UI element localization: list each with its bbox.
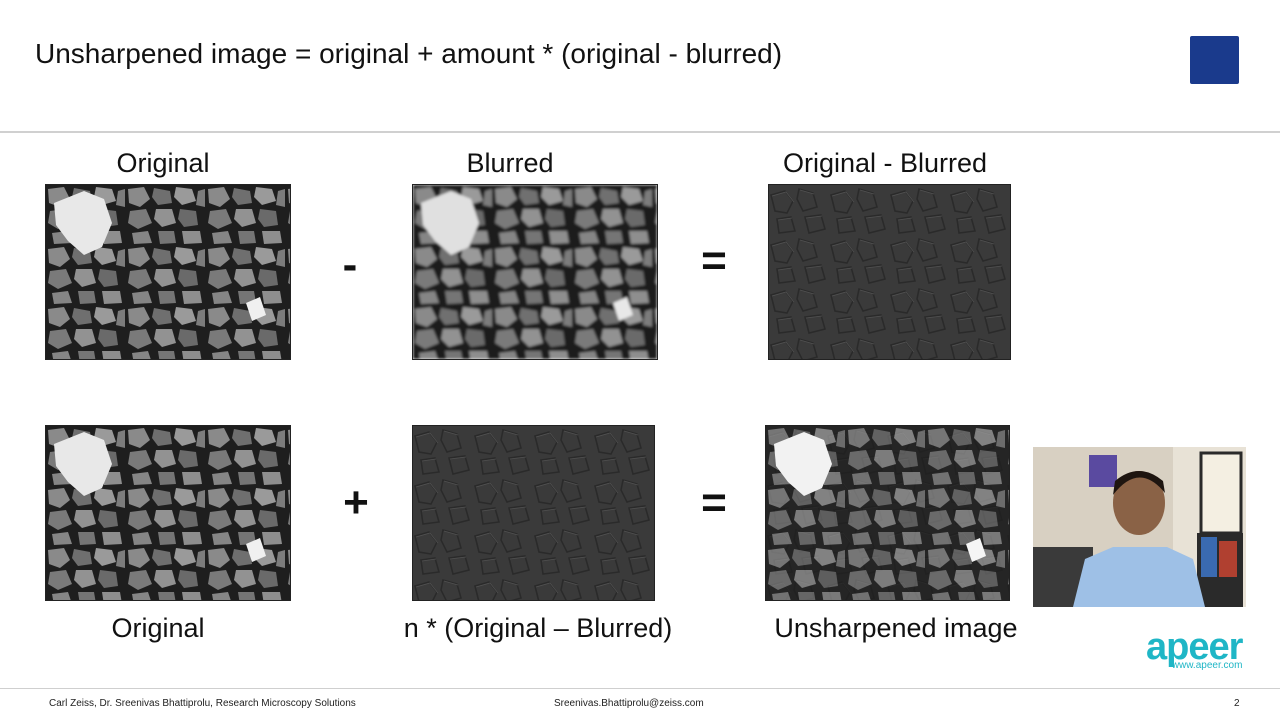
label-unsharpened-image: Unsharpened image [760,613,1032,644]
footer-email: Sreenivas.Bhattiprolu@zeiss.com [554,698,704,709]
footer-author: Carl Zeiss, Dr. Sreenivas Bhattiprolu, R… [49,698,356,709]
minus-operator: - [330,240,370,290]
label-original-top: Original [83,148,243,179]
label-blurred: Blurred [430,148,590,179]
header-divider [0,131,1280,133]
presenter-video [1033,447,1246,607]
equals-operator-bottom: = [692,478,736,528]
plus-operator: + [334,478,378,528]
slide-title-formula: Unsharpened image = original + amount * … [35,38,782,70]
blurred-image [412,184,658,360]
label-original-minus-blurred: Original - Blurred [765,148,1005,179]
label-scaled-difference: n * (Original – Blurred) [385,613,691,644]
apeer-logo: apeer www.apeer.com [1146,630,1242,671]
original-image-bottom [45,425,291,601]
original-image-top [45,184,291,360]
scaled-difference-image [412,425,655,601]
label-original-bottom: Original [78,613,238,644]
unsharpened-image [765,425,1010,601]
difference-image [768,184,1011,360]
zeiss-logo: ZEISS [1190,36,1239,84]
footer-divider [0,688,1280,689]
apeer-brand-name: apeer [1146,630,1242,664]
page-number: 2 [1234,698,1240,709]
equals-operator-top: = [692,236,736,286]
